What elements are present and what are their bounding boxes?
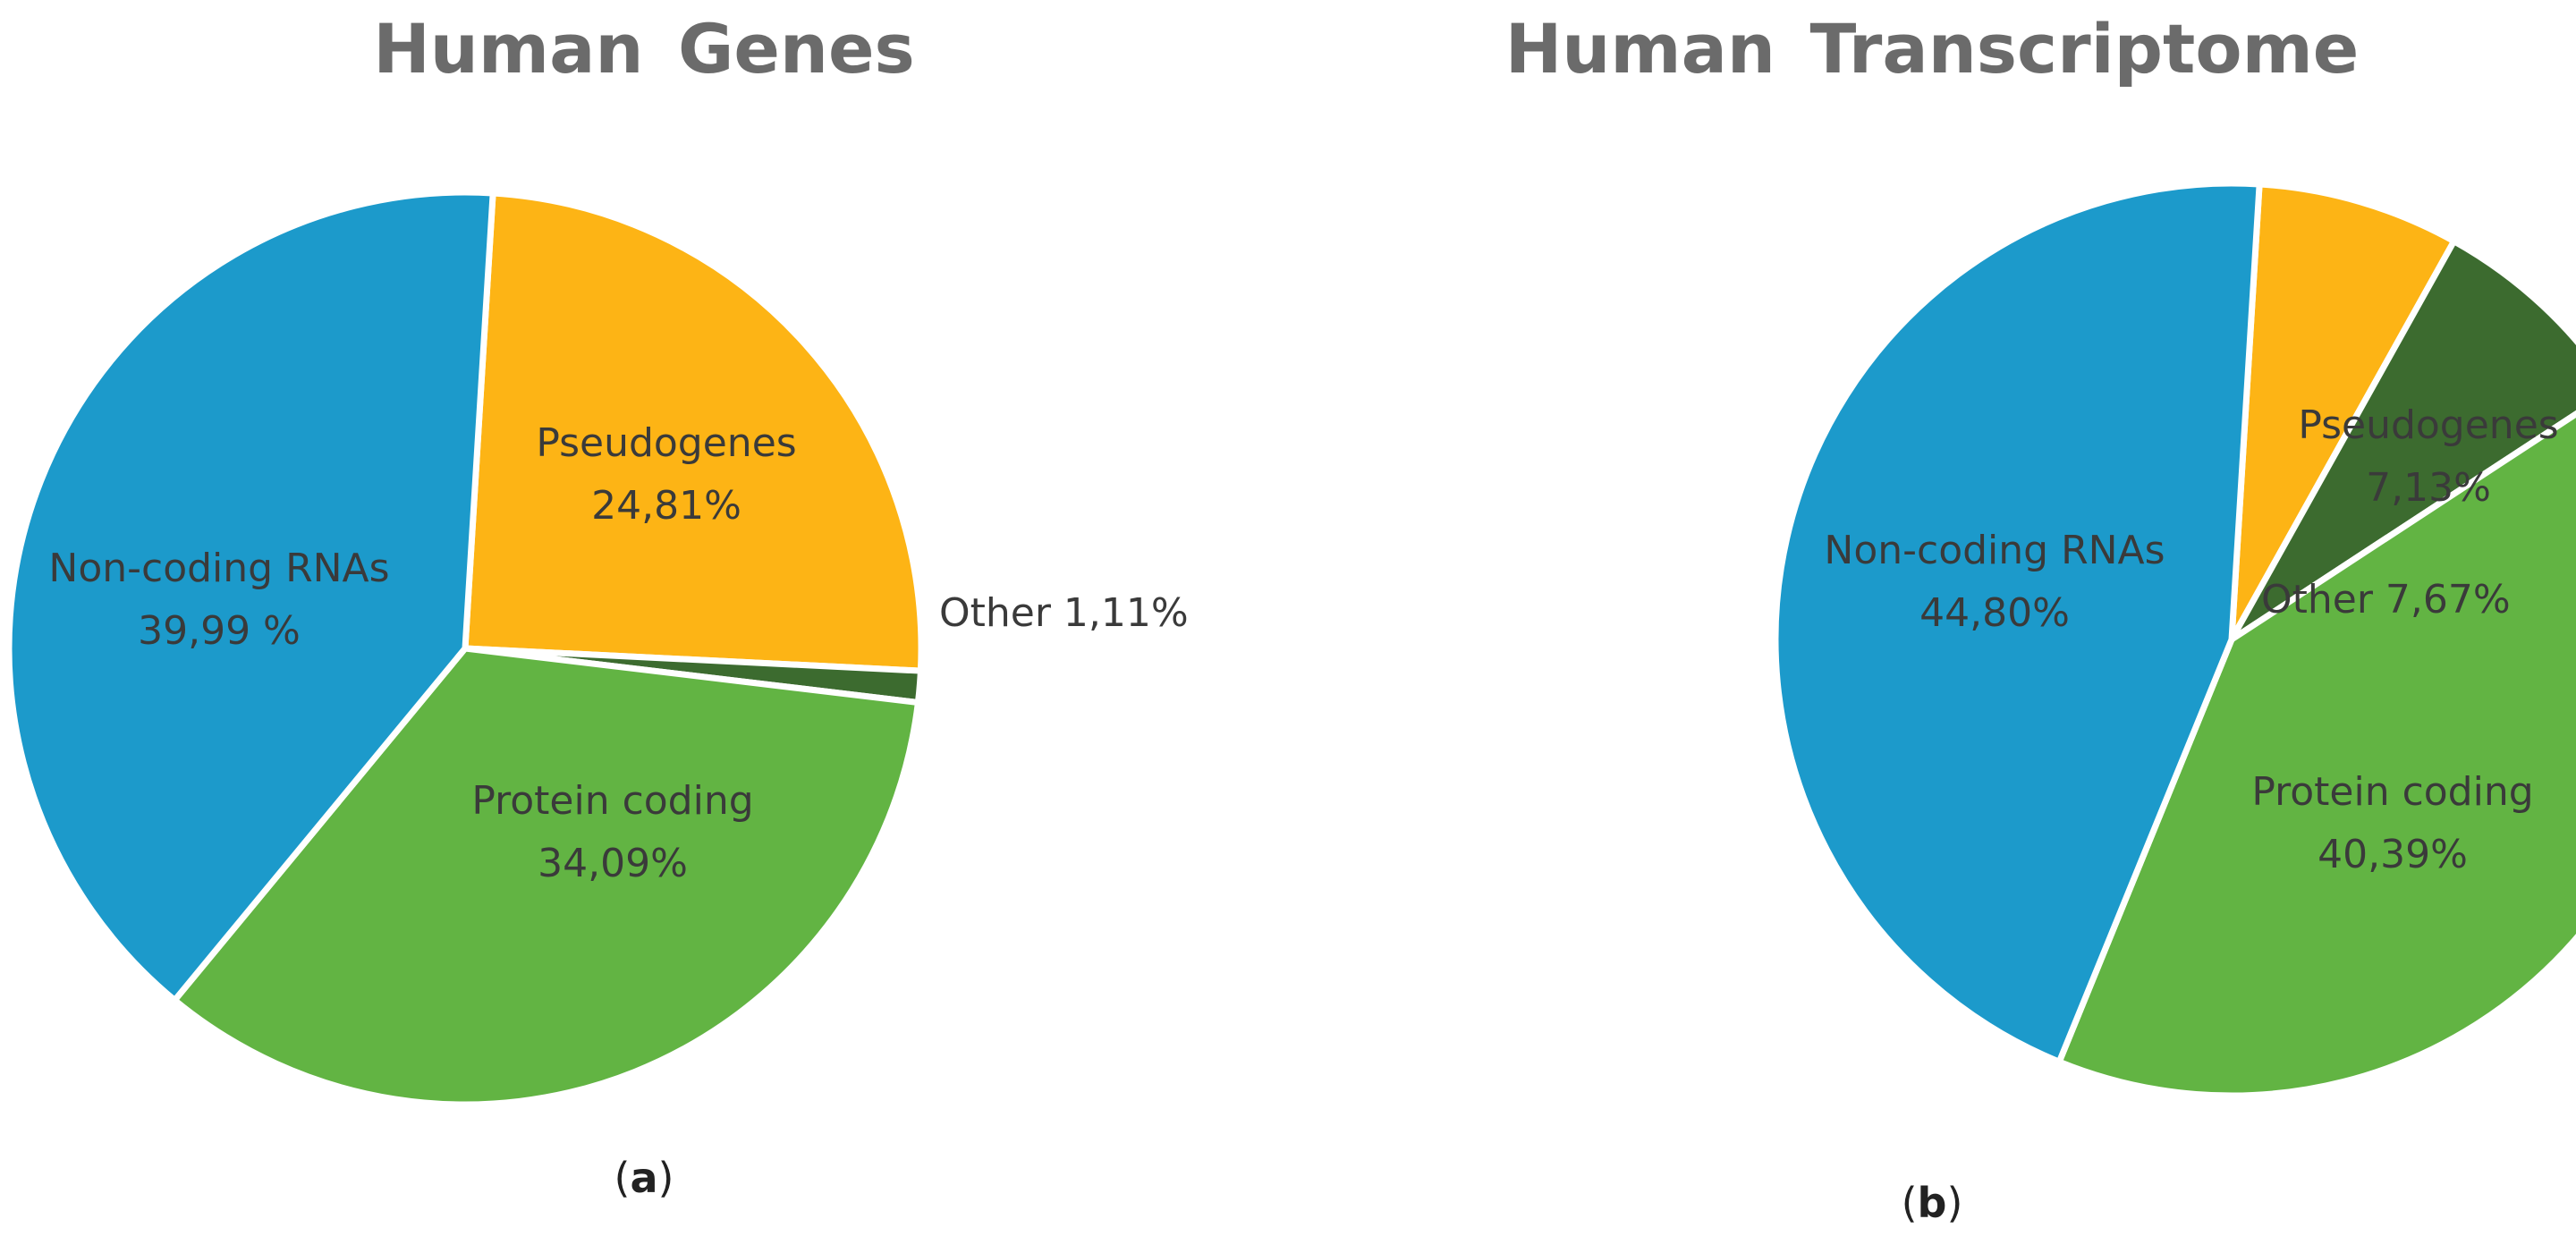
slice-label-value: 44,80%	[1919, 590, 2070, 636]
slice-label-name: Pseudogenes	[536, 420, 796, 466]
pie-chart-human-genes: Pseudogenes 24,81% Other 1,11% Protein codi…	[5, 189, 1189, 1108]
slice-label-protein-coding: Protein coding 40,39%	[2251, 769, 2533, 877]
pie-chart-human-transcriptome: Pseudogenes 7,13% Other 7,67% Protein codin…	[1772, 180, 2576, 1099]
slice-label-non-coding-rnas: Non-coding RNAs 44,80%	[1824, 528, 2165, 636]
chart-title: Human Genes	[373, 9, 915, 89]
slice-label-value: 39,99 %	[138, 608, 301, 654]
slice-label-value: 40,39%	[2318, 832, 2468, 877]
pie-slice-protein-coding	[2055, 410, 2576, 1099]
pie-slice-pseudogenes	[462, 190, 925, 674]
panel-human-genes: Human Genes Pseudogenes 24,81% Other 1,11%…	[5, 9, 1189, 1202]
pie-slice-other	[2228, 238, 2576, 643]
slice-label-non-coding-rnas: Non-coding RNAs 39,99 %	[48, 546, 389, 654]
slice-label-name: Protein coding	[471, 778, 753, 824]
slice-label-value: 24,81%	[591, 483, 741, 529]
slice-label-name: Non-coding RNAs	[48, 546, 389, 591]
panel-caption-letter: b	[1917, 1179, 1947, 1227]
panel-caption: (a)	[614, 1154, 674, 1202]
slice-label-name: Non-coding RNAs	[1824, 528, 2165, 573]
chart-title: Human Transcriptome	[1504, 9, 2360, 89]
pie-slice-non-coding-rnas	[5, 189, 496, 1003]
slice-label-name: Other 7,67%	[2261, 577, 2511, 622]
slice-label-name: Other 1,11%	[939, 590, 1189, 636]
slice-label-value: 34,09%	[538, 841, 688, 886]
panel-caption: (b)	[1901, 1179, 1963, 1227]
slice-label-other: Other 7,67%	[2261, 577, 2511, 622]
slice-label-pseudogenes: Pseudogenes 7,13%	[2298, 402, 2558, 511]
slice-label-value: 7,13%	[2366, 465, 2491, 511]
pie-slice-protein-coding	[171, 645, 921, 1108]
slice-label-other: Other 1,11%	[939, 590, 1189, 636]
pie-slice-non-coding-rnas	[1772, 180, 2263, 1065]
slice-label-pseudogenes: Pseudogenes 24,81%	[536, 420, 796, 529]
slice-label-name: Protein coding	[2251, 769, 2533, 815]
slice-label-name: Pseudogenes	[2298, 402, 2558, 448]
slice-label-protein-coding: Protein coding 34,09%	[471, 778, 753, 886]
pie-slice-pseudogenes	[2228, 181, 2458, 643]
panel-human-transcriptome: Human Transcriptome Pseudogenes 7,13% Othe…	[1288, 0, 2576, 1253]
panel-caption-letter: a	[630, 1154, 658, 1202]
